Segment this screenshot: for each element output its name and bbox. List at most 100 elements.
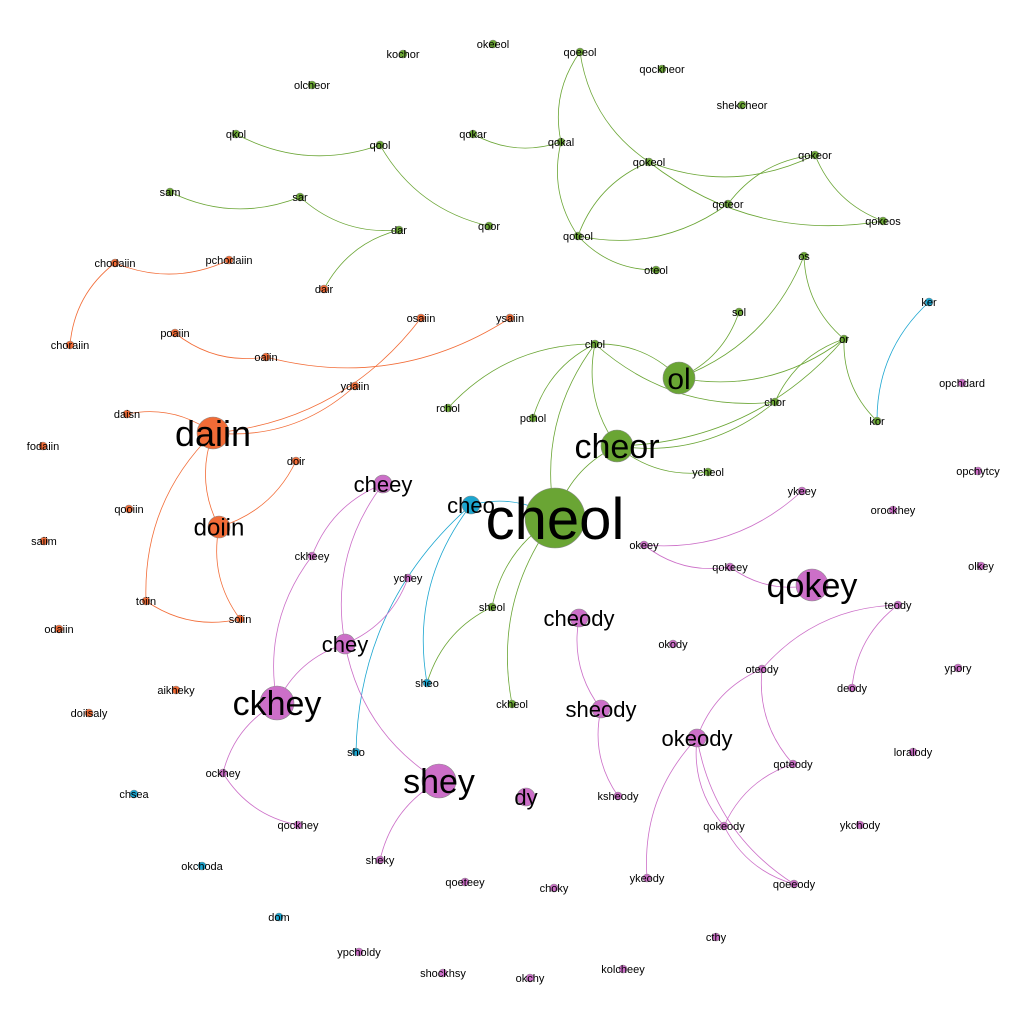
node-circle-okeeol[interactable] [488, 39, 498, 49]
node-circle-qockhey[interactable] [293, 820, 303, 830]
node-or[interactable]: or [839, 334, 849, 346]
node-ysaiin[interactable]: ysaiin [496, 313, 524, 325]
node-circle-shey[interactable] [421, 763, 457, 799]
node-circle-olcheor[interactable] [307, 80, 317, 90]
node-okchy[interactable]: okchy [516, 973, 545, 985]
node-circle-ckhey[interactable] [259, 685, 295, 721]
node-ksheody[interactable]: ksheody [598, 791, 639, 803]
node-circle-os[interactable] [799, 251, 809, 261]
node-qokeor[interactable]: qokeor [798, 150, 832, 162]
node-ker[interactable]: ker [921, 297, 937, 309]
node-qkol[interactable]: qkol [226, 129, 246, 141]
node-qockheor[interactable]: qockheor [639, 64, 685, 76]
node-oaiin[interactable]: oaiin [254, 352, 277, 364]
node-olkey[interactable]: olkey [968, 561, 994, 573]
node-circle-ypory[interactable] [953, 663, 963, 673]
node-qokeol[interactable]: qokeol [633, 157, 665, 169]
node-circle-dy[interactable] [516, 787, 536, 807]
node-olcheor[interactable]: olcheor [294, 80, 330, 92]
node-osaiin[interactable]: osaiin [407, 313, 436, 325]
node-ykeey[interactable]: ykeey [788, 486, 817, 498]
node-circle-soiin[interactable] [235, 614, 245, 624]
node-circle-ckheol[interactable] [507, 699, 517, 709]
node-circle-orockhey[interactable] [888, 505, 898, 515]
node-circle-ykeody[interactable] [642, 873, 652, 883]
node-shockhsy[interactable]: shockhsy [420, 968, 466, 980]
node-circle-chol[interactable] [590, 339, 600, 349]
node-circle-chey[interactable] [334, 633, 356, 655]
node-circle-cheo[interactable] [461, 495, 481, 515]
node-qoteor[interactable]: qoteor [712, 199, 744, 211]
node-circle-qokar[interactable] [468, 129, 478, 139]
node-circle-oteody[interactable] [757, 664, 767, 674]
node-ypcholdy[interactable]: ypcholdy [337, 947, 381, 959]
node-soiin[interactable]: soiin [229, 614, 252, 626]
node-ydaiin[interactable]: ydaiin [341, 381, 370, 393]
node-okeody[interactable]: okeody [662, 726, 733, 751]
node-ykchody[interactable]: ykchody [840, 820, 881, 832]
node-doir[interactable]: doir [287, 456, 306, 468]
node-circle-qokeey[interactable] [725, 562, 735, 572]
node-cheor[interactable]: cheor [574, 428, 659, 466]
node-circle-qoeeody[interactable] [789, 879, 799, 889]
node-circle-doiisaly[interactable] [84, 708, 94, 718]
node-circle-qoeteey[interactable] [460, 877, 470, 887]
node-poaiin[interactable]: poaiin [160, 328, 189, 340]
node-circle-choky[interactable] [549, 883, 559, 893]
node-circle-loralody[interactable] [908, 747, 918, 757]
node-circle-ykeey[interactable] [797, 486, 807, 496]
node-circle-pchol[interactable] [528, 413, 538, 423]
node-circle-shekcheor[interactable] [737, 100, 747, 110]
node-circle-ysaiin[interactable] [505, 313, 515, 323]
node-circle-cheey[interactable] [373, 474, 393, 494]
node-shekcheor[interactable]: shekcheor [717, 100, 768, 112]
node-circle-shockhsy[interactable] [438, 968, 448, 978]
node-choky[interactable]: choky [540, 883, 569, 895]
node-qockhey[interactable]: qockhey [278, 820, 319, 832]
node-sar[interactable]: sar [292, 192, 308, 204]
node-sho[interactable]: sho [347, 747, 365, 759]
node-circle-deody[interactable] [847, 683, 857, 693]
node-ckhey[interactable]: ckhey [233, 685, 322, 723]
node-circle-sheol[interactable] [487, 602, 497, 612]
node-circle-poaiin[interactable] [170, 328, 180, 338]
node-sheol[interactable]: sheol [479, 602, 505, 614]
node-qoeeody[interactable]: qoeeody [773, 879, 816, 891]
node-qoteody[interactable]: qoteody [773, 759, 813, 771]
node-circle-qoor[interactable] [484, 221, 494, 231]
node-cheo[interactable]: cheo [447, 493, 495, 518]
node-qool[interactable]: qool [370, 140, 391, 152]
node-circle-oaiin[interactable] [261, 352, 271, 362]
node-chsea[interactable]: chsea [119, 789, 149, 801]
node-daiin[interactable]: daiin [175, 413, 251, 454]
node-circle-qoteol[interactable] [573, 231, 583, 241]
node-os[interactable]: os [798, 251, 810, 263]
node-circle-osaiin[interactable] [416, 313, 426, 323]
node-circle-okeey[interactable] [639, 540, 649, 550]
node-qokey[interactable]: qokey [767, 567, 858, 605]
node-circle-sheody[interactable] [591, 699, 611, 719]
node-orockhey[interactable]: orockhey [871, 505, 916, 517]
node-toiin[interactable]: toiin [136, 596, 156, 608]
node-circle-dar[interactable] [394, 225, 404, 235]
node-deody[interactable]: deody [837, 683, 867, 695]
node-circle-odaiin[interactable] [54, 624, 64, 634]
node-circle-sho[interactable] [351, 747, 361, 757]
node-circle-daisn[interactable] [122, 409, 132, 419]
node-qokeody[interactable]: qokeody [703, 821, 745, 833]
node-circle-qokeor[interactable] [810, 150, 820, 160]
node-circle-qoeeol[interactable] [575, 47, 585, 57]
node-circle-aikheky[interactable] [171, 685, 181, 695]
node-circle-ykchody[interactable] [855, 820, 865, 830]
node-circle-doiin[interactable] [207, 515, 231, 539]
node-qoteol[interactable]: qoteol [563, 231, 593, 243]
node-ol[interactable]: ol [662, 361, 696, 396]
node-dair[interactable]: dair [315, 284, 334, 296]
node-circle-cheol[interactable] [524, 487, 586, 549]
node-dar[interactable]: dar [391, 225, 407, 237]
node-circle-choraiin[interactable] [65, 340, 75, 350]
node-sam[interactable]: sam [160, 187, 181, 199]
node-circle-cthy[interactable] [711, 932, 721, 942]
node-circle-oteol[interactable] [651, 265, 661, 275]
node-sheky[interactable]: sheky [366, 855, 395, 867]
